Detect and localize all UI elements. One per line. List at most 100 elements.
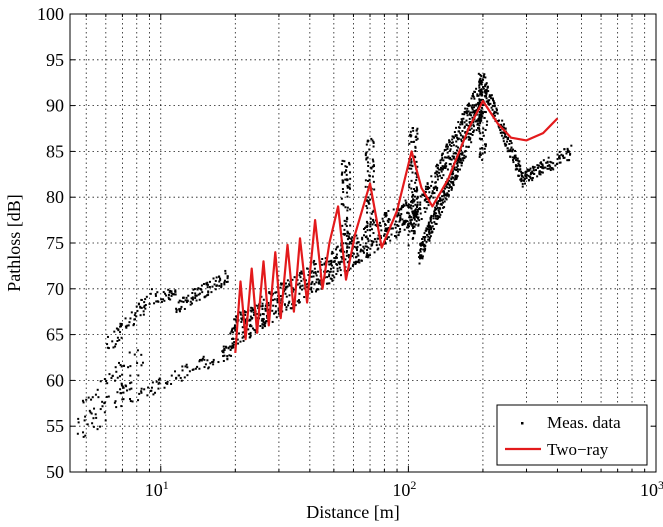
meas-data-point [84,434,87,437]
meas-data-point [356,245,359,248]
meas-data-point [544,166,547,169]
meas-data-point [331,279,334,282]
meas-data-point [410,187,413,190]
meas-data-point [556,153,559,156]
meas-data-point [545,161,548,164]
meas-data-point [313,259,316,262]
meas-data-point [442,198,445,201]
meas-data-point [482,127,485,130]
meas-data-point [201,357,204,360]
meas-data-point [448,179,451,182]
meas-data-point [125,326,128,329]
meas-data-point [486,120,489,123]
meas-data-point [365,245,368,248]
y-tick-label: 100 [37,4,64,24]
meas-data-point [366,222,369,225]
meas-data-point [478,89,481,92]
meas-data-point [495,107,498,110]
meas-data-point [387,221,390,224]
meas-data-point [185,301,188,304]
meas-data-point [128,388,131,391]
meas-data-point [435,204,438,207]
meas-data-point [457,121,460,124]
meas-data-point [521,171,524,174]
meas-data-point [408,203,411,206]
meas-data-point [419,212,422,215]
meas-data-point [197,293,200,296]
meas-data-point [120,392,123,395]
meas-data-point [416,195,419,198]
meas-data-point [424,190,427,193]
meas-data-point [371,223,374,226]
meas-data-point [426,188,429,191]
meas-data-point [171,293,174,296]
meas-data-point [145,295,148,298]
meas-data-point [271,320,274,323]
meas-data-point [401,205,404,208]
meas-data-point [452,182,455,185]
meas-data-point [241,331,244,334]
meas-data-point [452,152,455,155]
meas-data-point [212,277,215,280]
meas-data-point [440,176,443,179]
meas-data-point [471,116,474,119]
meas-data-point [409,219,412,222]
meas-data-point [224,269,227,272]
meas-data-point [127,324,130,327]
meas-data-point [130,387,133,390]
meas-data-point [417,224,420,227]
meas-data-point [517,162,520,165]
meas-data-point [449,185,452,188]
meas-data-point [325,282,328,285]
meas-data-point [478,130,481,133]
meas-data-point [220,282,223,285]
meas-data-point [416,213,419,216]
meas-data-point [500,123,503,126]
legend-label-measured: Meas. data [547,413,621,432]
meas-data-point [542,167,545,170]
meas-data-point [410,200,413,203]
meas-data-point [480,75,483,78]
meas-data-point [427,201,430,204]
meas-data-point [317,288,320,291]
meas-data-point [558,155,561,158]
meas-data-point [425,227,428,230]
meas-data-point [516,159,519,162]
meas-data-point [311,290,314,293]
meas-data-point [394,226,397,229]
meas-data-point [531,165,534,168]
meas-data-point [163,299,166,302]
meas-data-point [459,157,462,160]
meas-data-point [454,135,457,138]
meas-data-point [415,214,418,217]
meas-data-point [438,171,441,174]
meas-data-point [284,303,287,306]
meas-data-point [467,104,470,107]
meas-data-point [506,140,509,143]
meas-data-point [451,141,454,144]
meas-data-point [335,255,338,258]
meas-data-point [446,181,449,184]
meas-data-point [152,393,155,396]
meas-data-point [381,217,384,220]
meas-data-point [165,294,168,297]
meas-data-point [456,170,459,173]
meas-data-point [462,157,465,160]
meas-data-point [540,171,543,174]
meas-data-point [364,185,367,188]
meas-data-point [566,149,569,152]
meas-data-point [478,86,481,89]
meas-data-point [365,204,368,207]
meas-data-point [371,242,374,245]
meas-data-point [107,395,110,398]
meas-data-point [512,159,515,162]
meas-data-point [346,231,349,234]
meas-data-point [116,391,119,394]
meas-data-point [252,311,255,314]
meas-data-point [261,319,264,322]
meas-data-point [415,135,418,138]
meas-data-point [373,221,376,224]
meas-data-point [223,347,226,350]
meas-data-point [429,220,432,223]
meas-data-point [351,265,354,268]
